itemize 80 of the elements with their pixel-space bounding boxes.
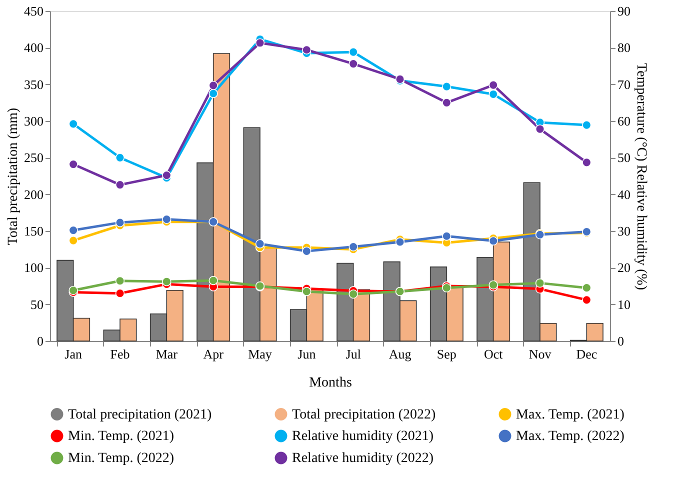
y2-tick-label: 30	[618, 224, 630, 238]
x-tick-label: Jun	[298, 346, 316, 362]
point	[582, 120, 592, 130]
point	[535, 278, 545, 288]
x-tick-label: Sep	[436, 346, 456, 362]
y2-tick-label: 80	[618, 40, 630, 56]
y-tick-label: 350	[24, 76, 44, 92]
point	[162, 170, 172, 180]
x-tick-label: May	[248, 346, 272, 362]
y2-tick-label: 70	[618, 76, 630, 92]
point	[115, 180, 125, 190]
point	[442, 98, 452, 108]
point	[488, 236, 498, 246]
point	[255, 38, 265, 48]
point	[302, 246, 312, 256]
point	[302, 45, 312, 54]
x-tick-label: Dec	[576, 346, 598, 362]
point	[582, 295, 592, 305]
legend-label: Relative humidity (2022)	[292, 451, 434, 466]
point	[162, 277, 172, 286]
point	[442, 232, 452, 241]
point	[68, 160, 78, 169]
point	[395, 237, 405, 247]
point	[442, 82, 452, 92]
point	[348, 289, 358, 299]
y-axis-title: Total precipitation (mm)	[6, 107, 21, 246]
y2-tick-label: 50	[618, 150, 630, 166]
y2-tick-label: 60	[618, 114, 630, 128]
point	[302, 286, 312, 296]
point	[348, 47, 358, 57]
point	[488, 90, 498, 99]
point	[348, 59, 358, 68]
y2-tick-label: 40	[618, 186, 630, 202]
y2-axis-title: Temperature (°C) Relative humidity (%)	[634, 63, 648, 290]
point	[162, 214, 172, 224]
y-tick-label: 50	[30, 296, 44, 312]
y2-tick-label: 0	[618, 334, 624, 348]
point	[68, 119, 78, 129]
legend-label: Min. Temp. (2021)	[68, 429, 174, 444]
point	[68, 236, 78, 246]
point	[208, 276, 218, 286]
point	[115, 288, 125, 298]
x-tick-label: Nov	[528, 346, 552, 362]
y2-tick-label: 90	[618, 4, 630, 18]
legend-label: Total precipitation (2022)	[292, 407, 436, 422]
legend-label: Max. Temp. (2022)	[516, 429, 625, 444]
x-tick-label: Jan	[64, 346, 82, 362]
x-tick-label: Aug	[388, 346, 412, 362]
point	[488, 80, 498, 90]
point	[348, 242, 358, 252]
y-tick-label: 0	[37, 334, 44, 348]
point	[68, 226, 78, 235]
point	[115, 276, 125, 286]
y-tick-label: 250	[24, 150, 44, 166]
y2-tick-label: 10	[618, 296, 630, 312]
legend-label: Relative humidity (2021)	[292, 429, 434, 444]
point	[535, 124, 545, 134]
y-tick-label: 100	[24, 260, 44, 276]
x-tick-label: Jul	[346, 346, 362, 362]
legend-label: Max. Temp. (2021)	[516, 407, 625, 422]
legend-label: Min. Temp. (2022)	[68, 451, 174, 466]
x-tick-label: Oct	[484, 346, 504, 362]
y-tick-label: 450	[24, 4, 44, 18]
point	[582, 158, 592, 168]
y-tick-label: 300	[24, 114, 44, 128]
x-axis-title: Months	[309, 376, 352, 390]
point	[115, 218, 125, 228]
y-tick-label: 400	[24, 40, 44, 56]
legend-label: Total precipitation (2021)	[68, 407, 212, 422]
point	[582, 283, 592, 292]
y-tick-label: 150	[24, 224, 44, 238]
x-tick-label: Mar	[156, 346, 178, 362]
x-tick-label: Apr	[203, 346, 224, 362]
point	[255, 239, 265, 248]
y2-tick-label: 20	[618, 260, 630, 276]
x-tick-label: Feb	[110, 346, 130, 362]
point	[208, 88, 218, 98]
point	[208, 80, 218, 90]
y-tick-label: 200	[24, 186, 44, 202]
point	[115, 153, 125, 162]
